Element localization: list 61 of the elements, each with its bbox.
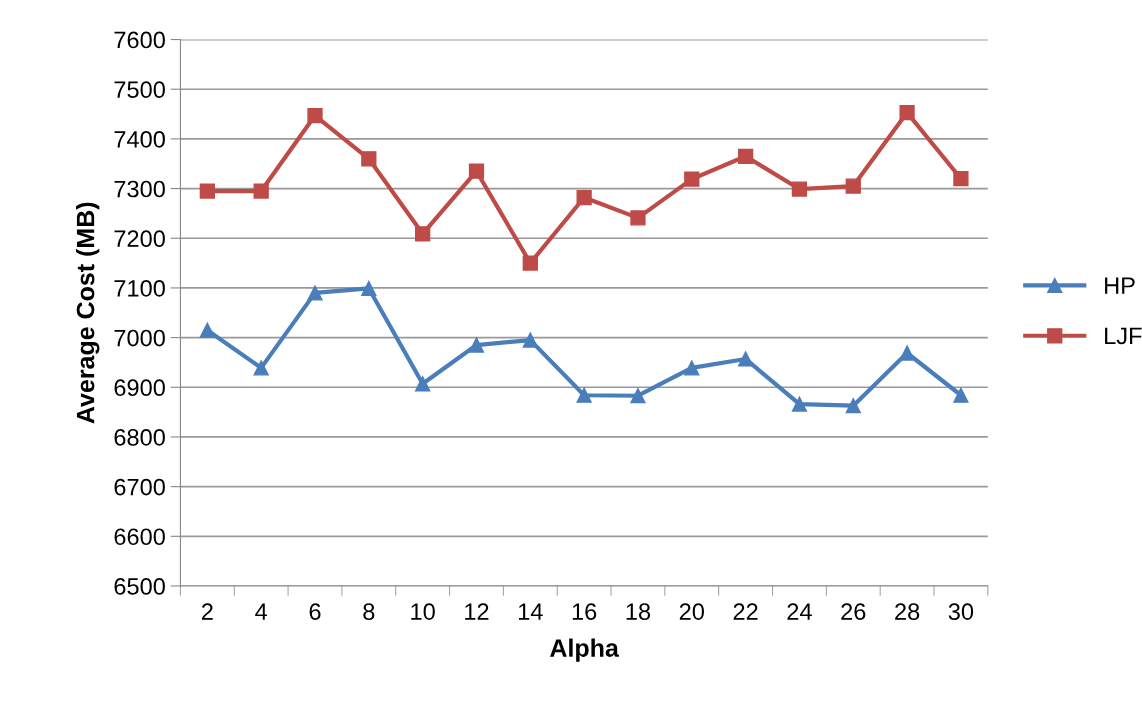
point bbox=[845, 398, 861, 414]
point bbox=[791, 396, 808, 412]
point bbox=[899, 104, 915, 121]
x-tick-label: 18 bbox=[626, 603, 651, 620]
x-axis-title: Alpha bbox=[550, 638, 620, 662]
point bbox=[576, 387, 592, 403]
x-tick-label: 16 bbox=[572, 603, 597, 620]
x-tick-label: 24 bbox=[787, 603, 812, 620]
x-tick-label: 26 bbox=[841, 603, 866, 620]
x-tick-label: 4 bbox=[255, 603, 268, 620]
point bbox=[684, 360, 700, 376]
y-tick-label: 7000 bbox=[114, 329, 165, 347]
y-tick-label: 7500 bbox=[114, 81, 165, 99]
point bbox=[899, 345, 915, 361]
point bbox=[576, 189, 592, 206]
point bbox=[522, 332, 538, 348]
legend-label: HP bbox=[1105, 277, 1135, 294]
point bbox=[415, 226, 431, 242]
point bbox=[737, 148, 754, 164]
point bbox=[253, 183, 269, 199]
point bbox=[307, 107, 323, 124]
point bbox=[468, 163, 485, 179]
legend-label: LJF bbox=[1105, 327, 1142, 345]
point bbox=[845, 178, 861, 194]
point bbox=[415, 376, 431, 392]
x-tick-label: 10 bbox=[411, 603, 435, 620]
x-tick-label: 20 bbox=[679, 603, 704, 620]
point bbox=[361, 151, 377, 167]
y-tick-label: 7300 bbox=[114, 180, 165, 198]
point bbox=[361, 280, 377, 297]
point bbox=[953, 170, 969, 187]
point bbox=[199, 322, 215, 338]
y-tick-label: 7200 bbox=[114, 230, 165, 248]
y-tick-label: 7600 bbox=[114, 31, 165, 49]
point bbox=[630, 210, 646, 226]
x-tick-label: 22 bbox=[733, 603, 758, 620]
y-tick-label: 7400 bbox=[114, 130, 165, 148]
point bbox=[253, 360, 269, 376]
y-tick-label: 7100 bbox=[114, 279, 165, 297]
y-tick-label: 6500 bbox=[114, 578, 165, 595]
x-tick-label: 12 bbox=[465, 603, 489, 620]
y-tick-label: 6800 bbox=[114, 429, 165, 446]
x-tick-label: 30 bbox=[948, 603, 974, 620]
x-tick-label: 14 bbox=[518, 603, 543, 620]
x-tick-label: 8 bbox=[363, 603, 375, 620]
point bbox=[791, 181, 808, 197]
y-axis-title: Average Cost (MB) bbox=[76, 202, 100, 424]
point bbox=[199, 183, 215, 199]
point bbox=[522, 255, 538, 271]
point bbox=[684, 171, 700, 187]
y-tick-label: 6700 bbox=[114, 478, 165, 496]
point bbox=[630, 388, 646, 404]
x-tick-label: 6 bbox=[309, 603, 321, 620]
x-tick-label: 2 bbox=[201, 603, 213, 620]
y-tick-label: 6600 bbox=[114, 528, 165, 546]
point bbox=[307, 285, 323, 301]
y-tick-label: 6900 bbox=[114, 379, 165, 397]
point bbox=[953, 387, 969, 403]
point bbox=[468, 337, 485, 353]
point bbox=[737, 351, 754, 367]
x-tick-label: 28 bbox=[895, 603, 920, 620]
